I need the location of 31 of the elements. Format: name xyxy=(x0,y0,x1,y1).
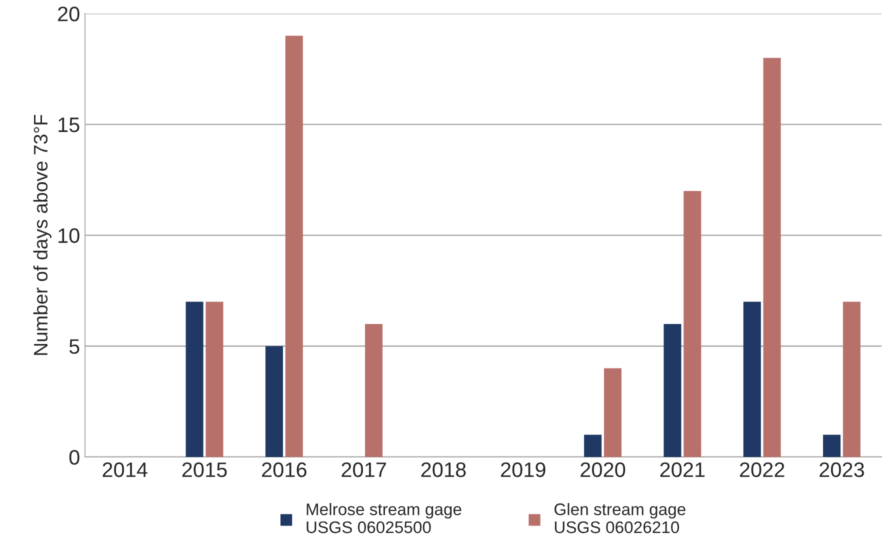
bar xyxy=(206,302,224,457)
x-tick-label: 2018 xyxy=(421,462,466,478)
y-tick-label: 15 xyxy=(58,118,80,132)
y-tick-label: 10 xyxy=(58,228,80,244)
bar xyxy=(604,368,622,457)
bar xyxy=(265,346,283,457)
x-tick-label: 2021 xyxy=(660,462,705,478)
x-tick-label: 2016 xyxy=(262,462,306,478)
x-tick-label: 2014 xyxy=(102,462,148,478)
x-tick-label: 2015 xyxy=(182,462,227,478)
bar xyxy=(664,324,682,457)
bar xyxy=(743,302,761,457)
bar xyxy=(842,302,860,457)
bar xyxy=(763,58,781,457)
x-tick-label: 2019 xyxy=(501,462,546,478)
bar xyxy=(285,36,303,457)
y-tick-label: 20 xyxy=(58,6,80,22)
legend-label: Melrose stream gage USGS 06025500 xyxy=(306,502,462,534)
bar xyxy=(584,434,602,457)
bar xyxy=(823,434,841,457)
legend-label: Glen stream gage USGS 06026210 xyxy=(554,502,686,534)
x-tick-label: 2017 xyxy=(342,462,386,478)
x-tick-label: 2020 xyxy=(580,462,626,478)
y-axis-title: Number of days above 73°F xyxy=(33,114,52,355)
y-tick-label: 5 xyxy=(69,339,80,354)
y-tick-label: 0 xyxy=(69,450,80,465)
x-tick-label: 2022 xyxy=(740,462,784,478)
x-tick-label: 2023 xyxy=(820,462,864,478)
bar xyxy=(684,190,702,457)
bar xyxy=(186,302,204,457)
bar xyxy=(365,324,383,457)
